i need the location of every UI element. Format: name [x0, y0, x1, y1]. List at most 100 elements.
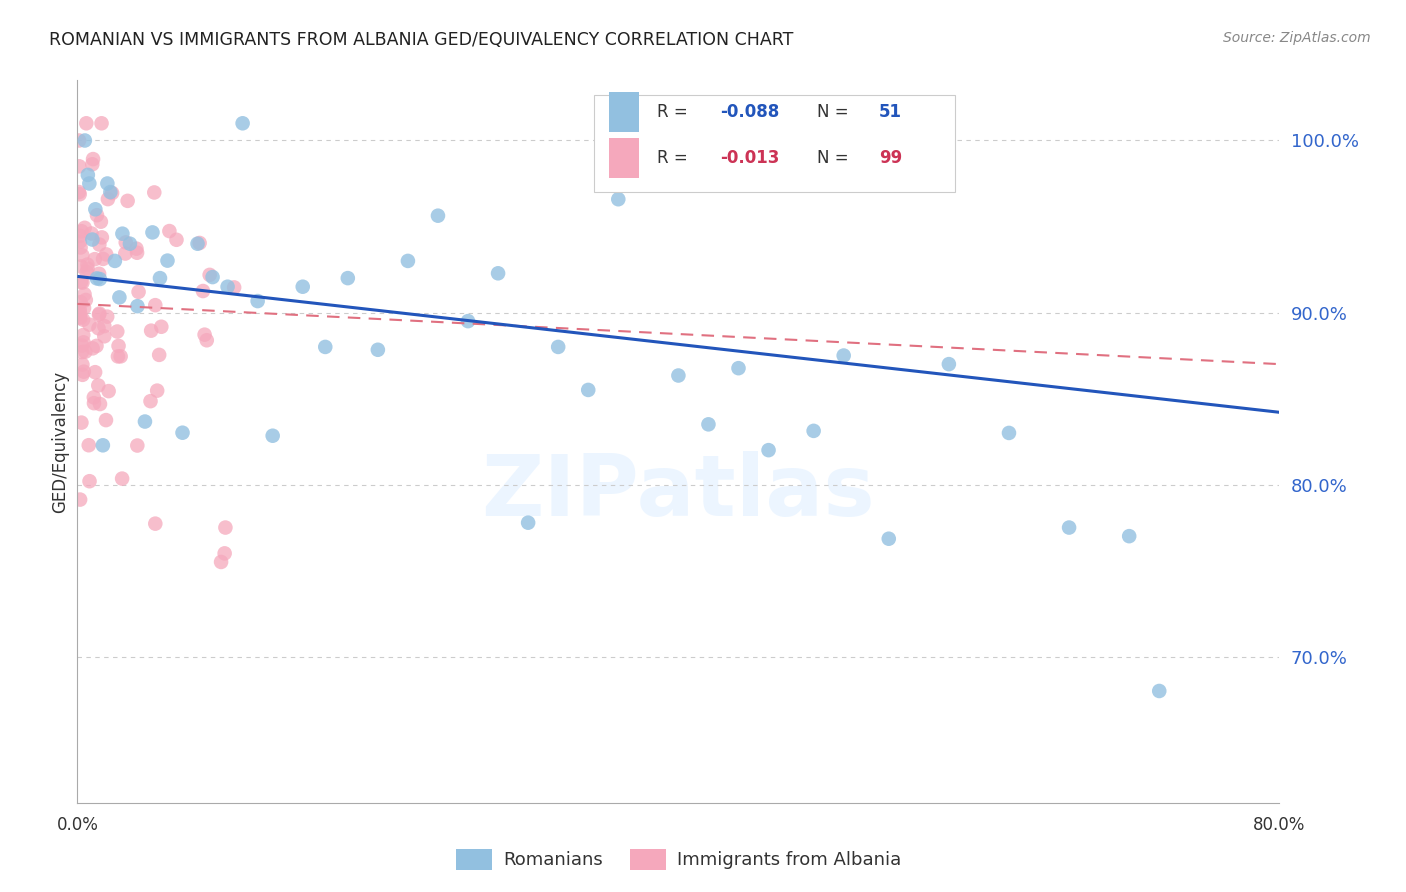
Point: [75, 293, 97, 307]
Point: [70, 224, 93, 238]
Point: [547, 340, 569, 354]
Point: [76, 258, 98, 272]
Point: [832, 349, 855, 363]
Point: [90, 230, 112, 244]
Point: [84, 365, 107, 379]
Point: [727, 361, 749, 376]
Point: [82, 233, 104, 247]
Point: [73, 287, 96, 301]
Point: [87, 378, 110, 392]
Text: N =: N =: [817, 103, 853, 121]
Text: Source: ZipAtlas.com: Source: ZipAtlas.com: [1223, 31, 1371, 45]
Point: [1118, 529, 1140, 543]
Point: [107, 350, 129, 364]
Y-axis label: GED/Equivalency: GED/Equivalency: [51, 370, 69, 513]
Point: [396, 253, 419, 268]
Point: [803, 424, 825, 438]
Text: 51: 51: [879, 103, 903, 121]
Point: [76, 261, 98, 276]
Point: [758, 443, 780, 458]
Point: [96, 247, 118, 261]
Point: [97, 384, 120, 398]
Point: [143, 298, 166, 312]
Point: [70, 416, 93, 430]
Point: [486, 266, 509, 280]
Point: [91, 252, 114, 266]
Point: [83, 390, 105, 404]
Point: [67, 133, 90, 147]
Point: [79, 318, 101, 332]
Point: [427, 209, 450, 223]
Point: [93, 319, 115, 334]
Point: [73, 220, 96, 235]
Point: [70, 338, 93, 352]
Point: [69, 187, 91, 202]
Point: [1057, 520, 1080, 534]
Point: [72, 328, 94, 343]
Text: R =: R =: [657, 103, 693, 121]
Point: [195, 333, 218, 347]
Point: [96, 177, 118, 191]
Legend: Romanians, Immigrants from Albania: Romanians, Immigrants from Albania: [449, 841, 908, 877]
Point: [100, 185, 122, 199]
Point: [73, 301, 96, 315]
Point: [128, 285, 150, 299]
Point: [141, 226, 163, 240]
Point: [1149, 684, 1171, 698]
Point: [457, 314, 479, 328]
Point: [84, 202, 107, 217]
Point: [146, 384, 169, 398]
Point: [72, 358, 94, 372]
Point: [172, 425, 194, 440]
Point: [217, 279, 239, 293]
Point: [101, 186, 124, 200]
Point: [150, 319, 173, 334]
Text: -0.088: -0.088: [720, 103, 780, 121]
Point: [77, 438, 100, 452]
Point: [118, 236, 141, 251]
Point: [69, 228, 91, 243]
Point: [141, 324, 163, 338]
Point: [336, 271, 359, 285]
Point: [93, 329, 115, 343]
Point: [70, 275, 93, 289]
Point: [89, 237, 111, 252]
Point: [127, 438, 149, 452]
Point: [367, 343, 389, 357]
Point: [72, 276, 94, 290]
Point: [111, 472, 134, 486]
Point: [79, 177, 101, 191]
Point: [697, 417, 720, 432]
Point: [209, 555, 232, 569]
Point: [87, 321, 110, 335]
Text: N =: N =: [817, 149, 853, 167]
Point: [86, 271, 108, 285]
Point: [214, 520, 236, 534]
Point: [125, 242, 148, 256]
Point: [125, 245, 148, 260]
Point: [69, 310, 91, 325]
Point: [188, 235, 211, 250]
Point: [877, 532, 900, 546]
Point: [127, 299, 149, 313]
Point: [246, 294, 269, 309]
Point: [166, 233, 188, 247]
Point: [998, 425, 1021, 440]
Point: [938, 357, 960, 371]
Point: [114, 246, 136, 260]
Text: 99: 99: [879, 149, 903, 167]
Point: [69, 492, 91, 507]
Point: [82, 342, 104, 356]
Point: [86, 208, 108, 222]
Point: [668, 368, 690, 383]
FancyBboxPatch shape: [609, 138, 638, 178]
Point: [156, 253, 179, 268]
Point: [90, 215, 112, 229]
Point: [110, 350, 132, 364]
Point: [198, 268, 221, 282]
Point: [637, 167, 659, 181]
Text: -0.013: -0.013: [720, 149, 780, 167]
Point: [70, 345, 93, 359]
Point: [194, 327, 217, 342]
Point: [91, 438, 114, 452]
